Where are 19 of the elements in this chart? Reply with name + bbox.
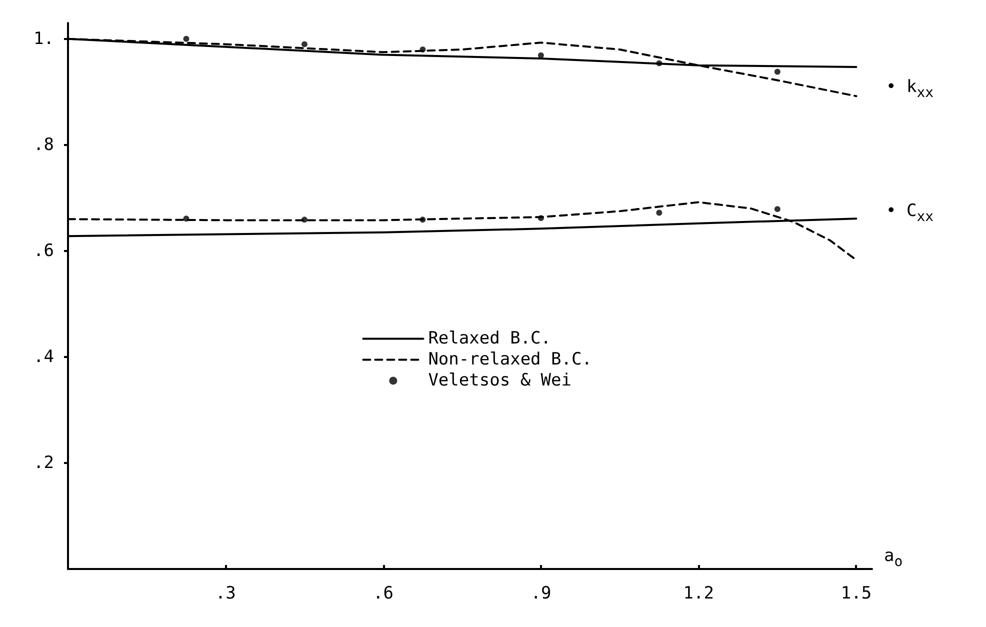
point [774, 206, 780, 212]
y-tick-label: .6 [34, 240, 54, 261]
point [538, 52, 544, 58]
point [774, 68, 780, 75]
x-tick-label: 1.2 [683, 584, 714, 604]
y-tick-label: .2 [34, 452, 54, 473]
x-tick-label: .3 [215, 584, 236, 604]
y-tick-label: .8 [34, 134, 54, 155]
point [301, 41, 308, 48]
x-tick-label: .9 [530, 584, 552, 604]
legend-label: Veletsos & Wei [428, 370, 572, 391]
x-tick-label: .6 [373, 584, 394, 604]
y-tick-label: .4 [34, 346, 54, 367]
legend-label: Non-relaxed B.C. [428, 350, 592, 370]
y-tick-label: 1. [34, 28, 54, 49]
legend-label: Relaxed B.C. [428, 328, 552, 349]
x-tick-label: 1.5 [840, 584, 872, 604]
point [656, 210, 662, 216]
point [183, 36, 190, 42]
